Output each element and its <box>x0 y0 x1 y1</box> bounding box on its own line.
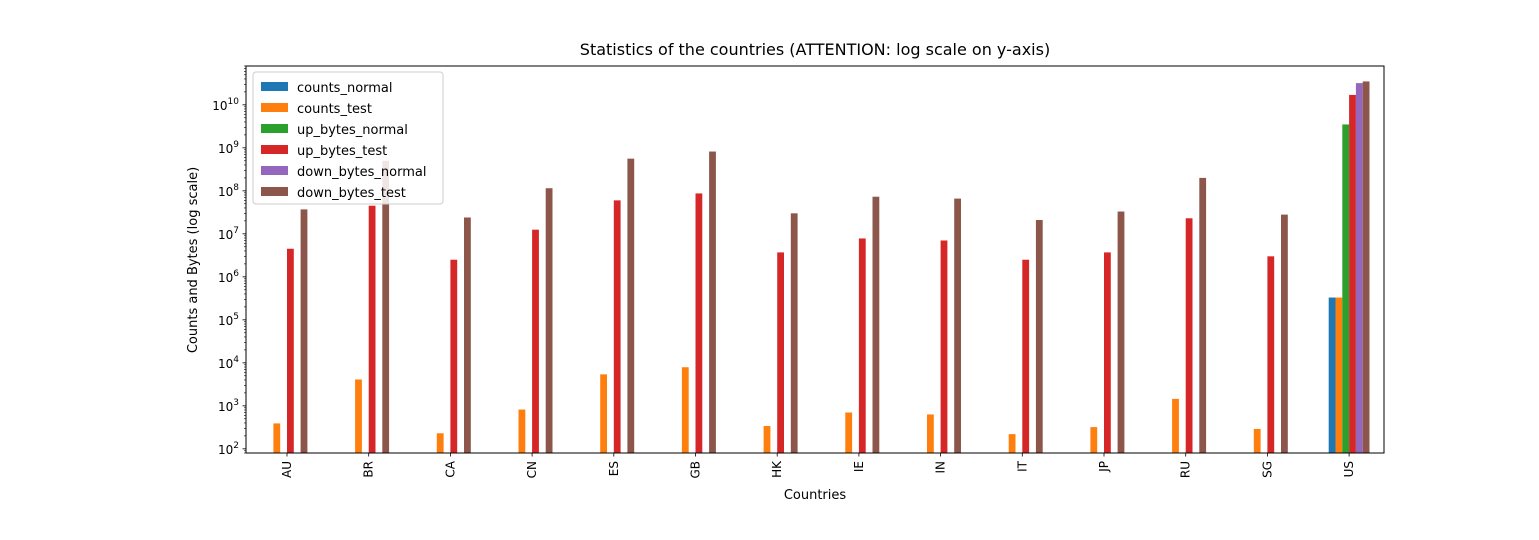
legend-label-counts_test: counts_test <box>297 102 372 117</box>
bar-down_bytes_test-IT <box>1035 219 1043 453</box>
y-tick-label: 108 <box>218 183 239 199</box>
legend: counts_normal counts_test up_bytes_normalu… <box>252 71 444 205</box>
legend-label-down_bytes_normal: down_bytes_normal <box>297 165 426 180</box>
bar-counts_test-AU <box>273 423 281 453</box>
bar-up_bytes_test-ES <box>613 200 621 453</box>
chart-title: Statistics of the countries (ATTENTION: … <box>580 40 1050 59</box>
bar-down_bytes_test-CN <box>545 188 553 453</box>
y-tick-label: 103 <box>218 398 239 414</box>
bar-counts_test-CA <box>436 433 444 453</box>
legend-label-up_bytes_normal: up_bytes_normal <box>297 123 408 138</box>
legend-swatch-counts_test <box>261 103 288 112</box>
legend-swatch-down_bytes_normal <box>261 166 288 175</box>
bar-up_bytes_test-SG <box>1267 256 1275 453</box>
bar-counts_test-RU <box>1172 398 1179 453</box>
bar-down_bytes_normal-US <box>1355 83 1363 454</box>
y-tick-label: 109 <box>218 140 239 156</box>
bar-up_bytes_normal-US <box>1342 124 1350 453</box>
bar-down_bytes_test-IE <box>872 196 880 453</box>
bar-down_bytes_test-AU <box>300 209 308 453</box>
legend-swatch-up_bytes_test <box>261 145 288 154</box>
bar-counts_test-US <box>1335 297 1343 453</box>
x-tick-label: SG <box>1260 461 1274 478</box>
bars-group <box>273 81 1370 454</box>
bar-up_bytes_test-IE <box>858 238 866 453</box>
y-tick-label: 105 <box>218 312 239 328</box>
legend-label-up_bytes_test: up_bytes_test <box>297 144 387 159</box>
y-tick-label: 106 <box>218 269 239 285</box>
y-tick-label: 107 <box>218 226 239 242</box>
x-tick-label: AU <box>280 461 294 478</box>
bar-counts_test-IE <box>845 412 853 453</box>
bar-up_bytes_test-CN <box>532 229 539 453</box>
bar-up_bytes_test-RU <box>1185 218 1193 453</box>
plot-frame <box>245 65 1385 454</box>
bar-up_bytes_test-HK <box>777 252 784 453</box>
x-tick-label: CN <box>525 461 539 478</box>
x-axis: AU BR CA CN ES GB HK IE IN IT JP RU SG US <box>280 453 1356 479</box>
bar-counts_test-JP <box>1090 427 1098 453</box>
legend-swatch-up_bytes_normal <box>261 124 288 133</box>
x-tick-label: CA <box>443 460 457 477</box>
x-tick-label: IE <box>852 461 866 472</box>
bar-up_bytes_test-JP <box>1104 252 1111 453</box>
bar-down_bytes_test-RU <box>1199 177 1207 453</box>
bar-up_bytes_test-IN <box>940 240 948 453</box>
bar-up_bytes_test-US <box>1349 94 1356 454</box>
x-tick-label: GB <box>689 461 703 479</box>
x-tick-label: BR <box>362 461 376 478</box>
y-axis-label: Counts and Bytes (log scale) <box>186 167 201 353</box>
bar-up_bytes_test-CA <box>450 259 458 453</box>
bar-down_bytes_test-GB <box>709 151 716 454</box>
bar-down_bytes_test-JP <box>1117 211 1125 453</box>
legend-label-down_bytes_test: down_bytes_test <box>297 186 406 201</box>
legend-swatch-down_bytes_test <box>261 187 288 196</box>
x-tick-label: IN <box>934 461 948 474</box>
y-tick-label: 102 <box>218 441 239 457</box>
bar-counts_test-IT <box>1008 434 1016 453</box>
legend-swatch-counts_normal <box>261 82 288 91</box>
bar-counts_test-IN <box>927 414 934 453</box>
bar-down_bytes_test-HK <box>790 213 798 453</box>
bar-counts_test-HK <box>763 425 771 453</box>
bar-down_bytes_test-ES <box>627 158 635 453</box>
bar-down_bytes_test-CA <box>464 217 471 453</box>
x-tick-label: IT <box>1015 460 1029 472</box>
bar-counts_normal-US <box>1328 297 1336 453</box>
x-axis-label: Countries <box>784 488 847 503</box>
legend-box <box>252 71 444 205</box>
bar-up_bytes_test-GB <box>695 193 703 453</box>
y-axis: 102 103 104 105 106 107 108 109 1010 <box>212 65 246 457</box>
y-tick-label: 104 <box>218 355 239 371</box>
bar-down_bytes_test-BR <box>382 160 390 453</box>
x-tick-label: RU <box>1179 461 1193 478</box>
bar-down_bytes_test-SG <box>1281 214 1288 453</box>
bar-down_bytes_test-IN <box>954 198 961 453</box>
bar-counts_test-BR <box>355 379 362 453</box>
bar-down_bytes_test-US <box>1362 81 1370 453</box>
bar-up_bytes_test-IT <box>1022 259 1030 453</box>
bar-up_bytes_test-AU <box>287 248 294 453</box>
x-tick-label: US <box>1342 461 1356 477</box>
x-tick-label: HK <box>770 460 784 478</box>
bar-counts_test-ES <box>600 374 607 453</box>
bar-up_bytes_test-BR <box>368 205 376 453</box>
bar-counts_test-GB <box>681 367 689 453</box>
bar-counts_test-SG <box>1253 428 1261 453</box>
legend-label-counts_normal: counts_normal <box>297 81 393 96</box>
y-tick-label: 1010 <box>212 97 239 113</box>
x-tick-label: ES <box>607 461 621 476</box>
x-tick-label: JP <box>1097 461 1111 473</box>
bar-counts_test-CN <box>518 409 526 453</box>
